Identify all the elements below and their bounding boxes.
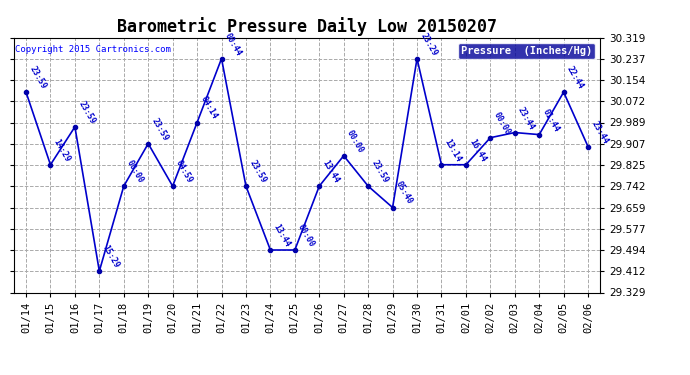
Text: 05:40: 05:40 <box>394 180 414 206</box>
Text: 00:00: 00:00 <box>492 110 512 136</box>
Text: 16:44: 16:44 <box>467 137 488 164</box>
Text: 01:44: 01:44 <box>540 107 561 133</box>
Text: 00:00: 00:00 <box>296 222 317 249</box>
Text: 13:14: 13:14 <box>443 137 463 164</box>
Text: 23:59: 23:59 <box>150 116 170 142</box>
Text: 22:44: 22:44 <box>565 64 585 91</box>
Text: 23:44: 23:44 <box>516 105 536 131</box>
Text: 23:59: 23:59 <box>370 159 390 185</box>
Text: 15:29: 15:29 <box>101 244 121 270</box>
Text: 04:14: 04:14 <box>199 95 219 121</box>
Text: 23:59: 23:59 <box>77 99 97 126</box>
Text: 13:44: 13:44 <box>272 222 292 249</box>
Text: 23:29: 23:29 <box>418 31 439 57</box>
Text: 00:00: 00:00 <box>125 159 146 185</box>
Title: Barometric Pressure Daily Low 20150207: Barometric Pressure Daily Low 20150207 <box>117 17 497 36</box>
Text: 14:29: 14:29 <box>52 137 72 164</box>
Text: 13:44: 13:44 <box>321 159 341 185</box>
Text: 23:44: 23:44 <box>589 119 610 146</box>
Text: 23:59: 23:59 <box>28 64 48 91</box>
Text: 23:59: 23:59 <box>247 159 268 185</box>
Text: 00:00: 00:00 <box>345 128 366 154</box>
Text: 04:59: 04:59 <box>174 159 195 185</box>
Text: Copyright 2015 Cartronics.com: Copyright 2015 Cartronics.com <box>15 45 171 54</box>
Text: 00:44: 00:44 <box>223 31 243 57</box>
Legend: Pressure  (Inches/Hg): Pressure (Inches/Hg) <box>457 43 595 59</box>
